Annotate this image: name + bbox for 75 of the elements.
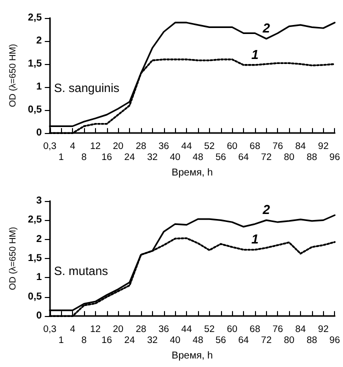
x-tick-label: 36 bbox=[158, 324, 170, 336]
x-tick-label: 88 bbox=[306, 335, 318, 346]
x-tick-label: 68 bbox=[250, 324, 260, 336]
x-axis-title: Время, h bbox=[172, 350, 213, 362]
x-tick-label: 32 bbox=[147, 335, 158, 346]
y-tick-label: 1 bbox=[36, 272, 42, 284]
x-tick-label: 92 bbox=[318, 324, 329, 336]
x-tick-label: 40 bbox=[170, 335, 180, 346]
x-tick-label: 1 bbox=[58, 335, 64, 346]
x-tick-label: 24 bbox=[124, 335, 135, 346]
x-tick-label: 36 bbox=[158, 141, 170, 152]
x-tick-label: 52 bbox=[204, 324, 215, 336]
annotation: S. sanguinis bbox=[54, 81, 120, 95]
y-axis-title: OD (λ=650 НМ) bbox=[8, 226, 18, 290]
x-tick-label: 4 bbox=[70, 141, 76, 152]
x-tick-label: 28 bbox=[136, 324, 146, 336]
x-tick-label: 8 bbox=[81, 152, 87, 164]
y-tick-label: 2,5 bbox=[28, 12, 42, 24]
x-tick-label: 16 bbox=[101, 335, 112, 346]
x-tick-label: 80 bbox=[284, 335, 294, 346]
x-tick-label: 92 bbox=[318, 141, 329, 152]
series-label: 1 bbox=[251, 232, 259, 247]
annotation: S. mutans bbox=[54, 264, 108, 278]
x-tick-label: 60 bbox=[226, 141, 238, 152]
x-tick-label: 0,3 bbox=[43, 324, 56, 336]
x-tick-label: 76 bbox=[272, 324, 284, 336]
x-tick-label: 72 bbox=[261, 335, 272, 346]
x-tick-label: 96 bbox=[329, 152, 340, 164]
x-tick-label: 84 bbox=[295, 324, 306, 336]
y-tick-label: 1,5 bbox=[28, 58, 42, 70]
y-tick-label: 0 bbox=[36, 310, 42, 322]
x-tick-label: 76 bbox=[272, 141, 284, 152]
y-axis-title: OD (λ=650 НМ) bbox=[8, 44, 18, 108]
y-tick-label: 2 bbox=[36, 36, 42, 47]
x-tick-label: 64 bbox=[238, 335, 249, 346]
x-tick-label: 16 bbox=[101, 152, 112, 164]
y-tick-label: 3 bbox=[36, 196, 42, 206]
series-label: 2 bbox=[262, 20, 271, 36]
y-tick-label: 2 bbox=[36, 234, 42, 245]
y-tick-label: 0,5 bbox=[28, 104, 42, 116]
x-tick-label: 1 bbox=[58, 152, 64, 164]
x-tick-label: 24 bbox=[124, 152, 135, 164]
x-tick-label: 0,3 bbox=[43, 141, 56, 152]
x-tick-label: 56 bbox=[215, 152, 226, 164]
series-label: 1 bbox=[251, 46, 259, 62]
x-tick-label: 12 bbox=[90, 324, 101, 336]
x-tick-label: 56 bbox=[215, 335, 226, 346]
x-tick-label: 88 bbox=[306, 152, 318, 164]
x-tick-label: 68 bbox=[250, 141, 260, 152]
x-tick-label: 44 bbox=[181, 141, 192, 152]
x-tick-label: 64 bbox=[238, 152, 249, 164]
x-tick-label: 52 bbox=[204, 141, 215, 152]
x-tick-label: 40 bbox=[170, 152, 180, 164]
x-tick-label: 80 bbox=[284, 152, 294, 164]
y-tick-label: 0 bbox=[36, 128, 42, 139]
x-tick-label: 96 bbox=[329, 335, 340, 346]
y-tick-label: 0,5 bbox=[28, 291, 42, 302]
x-tick-label: 12 bbox=[90, 141, 101, 152]
x-tick-label: 28 bbox=[136, 141, 146, 152]
x-tick-label: 48 bbox=[192, 335, 204, 346]
x-tick-label: 84 bbox=[295, 141, 306, 152]
x-tick-label: 72 bbox=[261, 152, 272, 164]
x-tick-label: 60 bbox=[226, 324, 238, 336]
x-tick-label: 20 bbox=[112, 141, 124, 152]
x-tick-label: 20 bbox=[112, 324, 124, 336]
x-axis-title: Время, h bbox=[172, 168, 213, 178]
x-tick-label: 8 bbox=[81, 335, 87, 346]
x-tick-label: 48 bbox=[192, 152, 204, 164]
x-tick-label: 44 bbox=[181, 324, 192, 336]
y-tick-label: 1 bbox=[36, 82, 42, 93]
x-tick-label: 32 bbox=[147, 152, 158, 164]
series-label: 2 bbox=[262, 202, 271, 218]
y-tick-label: 2,5 bbox=[28, 214, 42, 226]
y-tick-label: 1,5 bbox=[28, 253, 42, 264]
x-tick-label: 4 bbox=[70, 324, 76, 336]
